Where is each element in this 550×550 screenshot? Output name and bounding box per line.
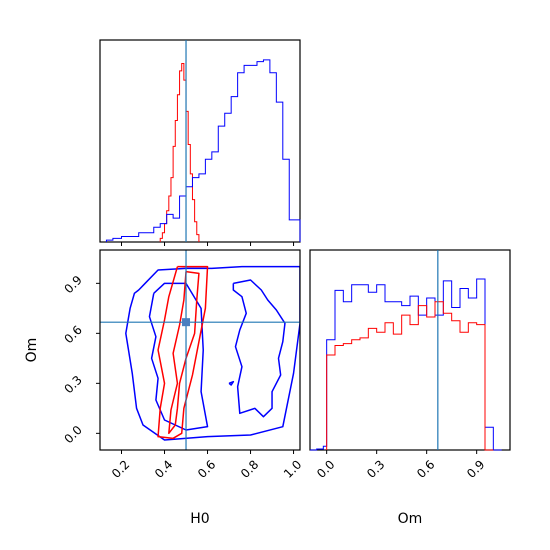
om-histogram-frame [309, 249, 511, 451]
blue-contour-1 [148, 282, 209, 431]
y-axis-label-om: Om [24, 338, 40, 363]
truth-marker [182, 318, 191, 327]
joint-frame [99, 249, 301, 451]
joint-x-tick-label-3: 0.8 [238, 457, 261, 480]
joint-y-tick-label-2: 0.6 [61, 323, 84, 346]
joint-x-tick-label-4: 1.0 [281, 457, 304, 480]
x-axis-label-om: Om [398, 511, 423, 527]
joint-y-tick-label-1: 0.3 [61, 373, 84, 396]
h0-histogram-blue-series [105, 59, 301, 242]
blue-contour-0 [125, 265, 300, 441]
joint-x-tick-label-2: 0.6 [195, 457, 218, 480]
om-histogram-blue-series [310, 278, 502, 451]
om-x-tick-label-2: 0.6 [414, 457, 437, 480]
blue-contour-3 [228, 380, 235, 386]
h0-om-contour-panel: 0.2 0.4 0.6 0.8 1.0 0.0 0.3 0.6 0.9 [61, 249, 304, 481]
red-contour-1 [168, 270, 200, 435]
joint-x-tick-label-0: 0.2 [109, 457, 132, 480]
om-x-tick-label-0: 0.0 [314, 457, 337, 480]
om-histogram-red-series [326, 301, 494, 451]
joint-contours [125, 265, 300, 441]
joint-y-tick-label-3: 0.9 [61, 273, 84, 296]
red-contour-0 [157, 265, 209, 440]
joint-x-tick-label-1: 0.4 [152, 457, 175, 480]
om-x-tick-label-3: 0.9 [464, 457, 487, 480]
joint-y-tick-label-0: 0.0 [61, 423, 84, 446]
h0-marginal-histogram-panel [99, 39, 301, 246]
blue-contour-2 [232, 279, 286, 418]
x-axis-label-h0: H0 [190, 511, 209, 527]
h0-histogram-frame [99, 39, 301, 243]
om-marginal-histogram-panel: 0.0 0.3 0.6 0.9 [309, 249, 511, 481]
om-x-tick-label-1: 0.3 [364, 457, 387, 480]
